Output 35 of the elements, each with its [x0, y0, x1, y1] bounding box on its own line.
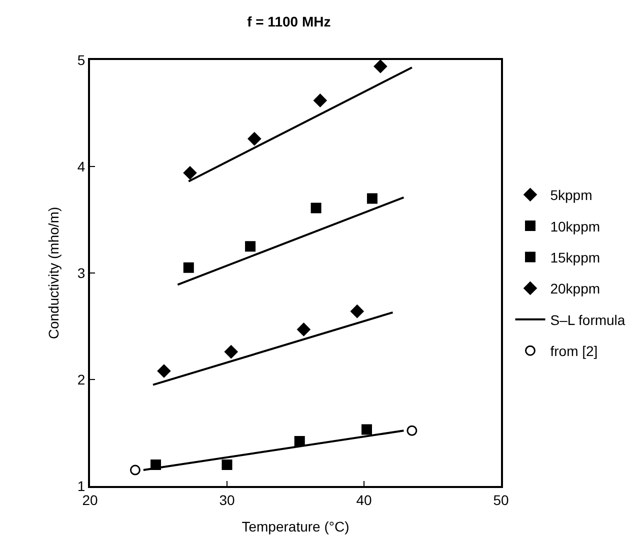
y-tick-label: 2 [77, 371, 86, 388]
legend-label: S–L formula [550, 312, 626, 328]
y-tick-label: 1 [77, 478, 86, 494]
point [248, 132, 261, 146]
point [366, 193, 378, 204]
y-tick-label: 5 [77, 52, 86, 68]
x-tick-label: 40 [356, 492, 372, 508]
legend-label: from [2] [550, 343, 598, 360]
x-tick-label: 20 [82, 492, 98, 508]
point [314, 94, 327, 108]
point [297, 322, 310, 336]
y-tick-label: 4 [77, 158, 86, 174]
legend-label: 15kppm [550, 249, 600, 266]
point [406, 425, 418, 436]
chart-title: f = 1100 MHz [247, 13, 331, 30]
point [294, 436, 305, 447]
x-axis-title: Temperature (°C) [242, 518, 350, 535]
point [350, 304, 364, 318]
legend-label: 20kppm [550, 280, 600, 297]
point [157, 364, 171, 378]
point [374, 60, 388, 73]
point [130, 464, 140, 476]
point [245, 241, 256, 252]
point [224, 345, 238, 358]
point [183, 262, 194, 273]
point [361, 424, 372, 435]
point [222, 459, 232, 470]
point [183, 166, 197, 180]
legend-label: 5kppm [550, 187, 592, 204]
y-axis-title: Conductivity (mho/m) [46, 206, 62, 340]
legend-label: 10kppm [550, 218, 600, 234]
point [310, 202, 322, 214]
x-tick-label: 50 [493, 492, 509, 508]
y-tick-label: 3 [77, 264, 86, 281]
x-tick-label: 30 [219, 492, 235, 508]
